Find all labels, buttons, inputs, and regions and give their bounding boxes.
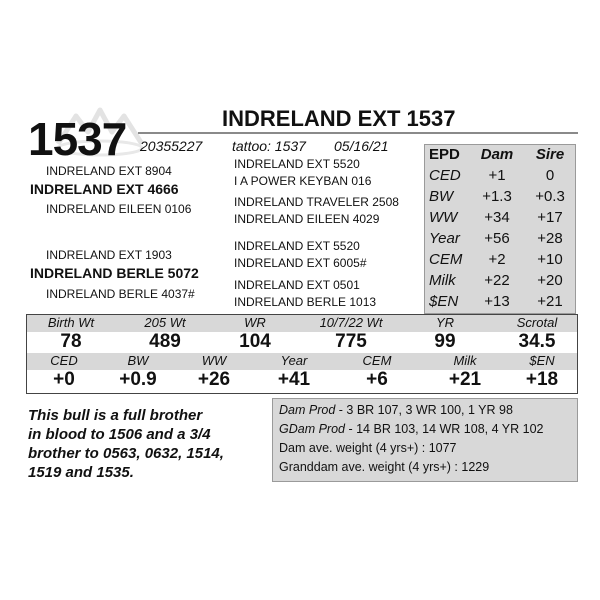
pedigree-sire-sire-sire: INDRELAND EXT 5520 [234, 157, 360, 171]
parent-epd-sire-value: +28 [537, 230, 563, 247]
performance-label: Birth Wt [47, 315, 95, 330]
pedigree-sire-dam-sire: INDRELAND TRAVELER 2508 [234, 195, 399, 209]
animal-name: INDRELAND EXT 1537 [222, 106, 456, 131]
performance-label: 10/7/22 Wt [319, 315, 383, 330]
dam-average-weight: Dam ave. weight (4 yrs+) : 1077 [279, 441, 457, 455]
parent-epd-dam-value: +22 [484, 272, 510, 289]
performance-value: 104 [239, 331, 271, 352]
pedigree-dam-sire-sire: INDRELAND EXT 5520 [234, 239, 360, 253]
title-divider [138, 132, 578, 134]
parent-epd-row: BW +1.3 +0.3 [425, 188, 575, 209]
pedigree-dam-dam-sire: INDRELAND EXT 0501 [234, 278, 360, 292]
parent-epd-header-dam: Dam [480, 146, 514, 163]
parent-epd-dam-value: +1 [488, 167, 506, 184]
pedigree-dam-dam-dam: INDRELAND BERLE 1013 [234, 295, 377, 309]
remark-line: 1519 and 1535. [28, 464, 134, 481]
epd-value: +21 [448, 369, 482, 390]
epd-label: $EN [529, 353, 555, 368]
performance-value: 34.5 [518, 331, 556, 352]
parent-epd-sire-value: +17 [537, 209, 563, 226]
parent-epd-trait: CED [429, 167, 461, 184]
parent-epd-row: Year +56 +28 [425, 230, 575, 251]
parent-epd-sire-value: +20 [537, 272, 563, 289]
epd-value: +0.9 [119, 369, 157, 390]
parent-epd-trait: $EN [429, 293, 459, 310]
pedigree-sire-sire: INDRELAND EXT 8904 [46, 164, 172, 178]
pedigree-dam-sire: INDRELAND EXT 1903 [46, 248, 172, 262]
dam-production-label: Dam Prod [279, 403, 336, 417]
epd-label: WW [201, 353, 227, 368]
remarks: This bull is a full brother in blood to … [28, 406, 263, 482]
lot-number: 1537 [28, 113, 127, 165]
parent-epd-header-label: EPD [429, 146, 460, 163]
parent-epd-row: CED +1 0 [425, 167, 575, 188]
remark-line: in blood to 1506 and a 3/4 [28, 426, 211, 443]
pedigree-sire-dam: INDRELAND EILEEN 0106 [46, 202, 192, 216]
pedigree-dam-sire-dam: INDRELAND EXT 6005# [234, 256, 367, 270]
parent-epd-dam-value: +56 [484, 230, 510, 247]
parent-epd-header: EPD Dam Sire [425, 146, 575, 167]
performance-value: 99 [434, 331, 456, 352]
parent-epd-dam-value: +2 [488, 251, 506, 268]
parent-epd-header-sire: Sire [535, 146, 565, 163]
granddam-average-weight: Granddam ave. weight (4 yrs+) : 1229 [279, 460, 490, 474]
granddam-production-value: - 14 BR 103, 14 WR 108, 4 YR 102 [345, 422, 544, 436]
performance-value: 775 [335, 331, 367, 352]
performance-label: Scrotal [516, 315, 558, 330]
epd-label: CEM [362, 353, 392, 368]
parent-epd-dam-value: +34 [484, 209, 510, 226]
remark-line: This bull is a full brother [28, 407, 203, 424]
granddam-production-label: GDam Prod [279, 422, 345, 436]
tattoo: tattoo: 1537 [232, 138, 306, 154]
parent-epd-row: $EN +13 +21 [425, 293, 575, 314]
pedigree-dam: INDRELAND BERLE 5072 [30, 265, 199, 281]
parent-epd-dam-value: +13 [484, 293, 510, 310]
production-box: Dam Prod - 3 BR 107, 3 WR 100, 1 YR 98 G… [272, 398, 578, 482]
registration-number: 20355227 [140, 138, 203, 154]
parent-epd-row: CEM +2 +10 [425, 251, 575, 272]
performance-table: Birth Wt 205 Wt WR 10/7/22 Wt YR Scrotal… [26, 314, 578, 394]
pedigree-dam-dam: INDRELAND BERLE 4037# [46, 287, 195, 301]
epd-label-band [27, 353, 577, 370]
performance-label: WR [244, 315, 266, 330]
epd-value: +0 [53, 369, 75, 390]
parent-epd-table: EPD Dam Sire CED +1 0 BW +1.3 +0.3 WW +3… [424, 144, 576, 314]
pedigree-sire-dam-dam: INDRELAND EILEEN 4029 [234, 212, 380, 226]
performance-value: 489 [149, 331, 181, 352]
performance-label: YR [435, 315, 455, 330]
epd-label: CED [50, 353, 78, 368]
parent-epd-trait: BW [429, 188, 454, 205]
parent-epd-sire-value: +0.3 [535, 188, 565, 205]
birth-date: 05/16/21 [334, 138, 389, 154]
epd-value: +26 [197, 369, 231, 390]
epd-label: Milk [453, 353, 477, 368]
parent-epd-sire-value: 0 [545, 167, 555, 184]
performance-label-band [27, 315, 577, 332]
pedigree-sire-sire-dam: I A POWER KEYBAN 016 [234, 174, 372, 188]
epd-label: Year [280, 353, 308, 368]
granddam-production: GDam Prod - 14 BR 103, 14 WR 108, 4 YR 1… [279, 422, 544, 436]
parent-epd-row: WW +34 +17 [425, 209, 575, 230]
ranch-logo [55, 107, 145, 157]
epd-value: +41 [277, 369, 311, 390]
remark-line: brother to 0563, 0632, 1514, [28, 445, 224, 462]
epd-label: BW [127, 353, 149, 368]
parent-epd-trait: Year [429, 230, 460, 247]
epd-value: +18 [525, 369, 559, 390]
parent-epd-trait: WW [429, 209, 458, 226]
parent-epd-trait: CEM [429, 251, 463, 268]
performance-label: 205 Wt [144, 315, 186, 330]
pedigree-sire: INDRELAND EXT 4666 [30, 181, 179, 197]
performance-value: 78 [60, 331, 82, 352]
dam-production-value: - 3 BR 107, 3 WR 100, 1 YR 98 [335, 403, 513, 417]
parent-epd-sire-value: +10 [537, 251, 563, 268]
dam-production: Dam Prod - 3 BR 107, 3 WR 100, 1 YR 98 [279, 403, 513, 417]
parent-epd-sire-value: +21 [537, 293, 563, 310]
epd-value: +6 [366, 369, 388, 390]
parent-epd-trait: Milk [429, 272, 456, 289]
parent-epd-row: Milk +22 +20 [425, 272, 575, 293]
parent-epd-dam-value: +1.3 [482, 188, 512, 205]
